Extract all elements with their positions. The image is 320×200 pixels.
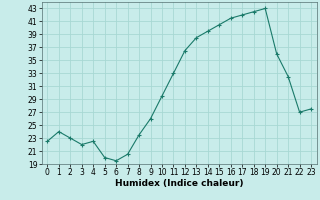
X-axis label: Humidex (Indice chaleur): Humidex (Indice chaleur) [115,179,244,188]
